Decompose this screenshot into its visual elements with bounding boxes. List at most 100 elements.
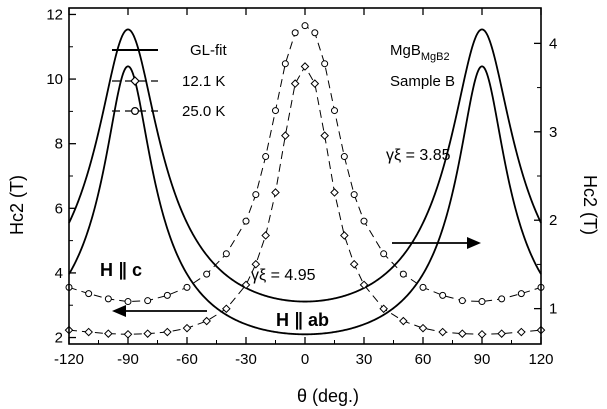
- arrow-left: [112, 305, 207, 317]
- legend: GL-fit 12.1 K 25.0 K: [112, 42, 228, 120]
- data-point-25k: [301, 22, 309, 30]
- data-point-12k: [418, 323, 428, 333]
- legend-marker-diamond: [130, 76, 140, 86]
- gamma-annotation-upper: γξ = 3.85: [386, 147, 451, 164]
- x-axis-label: θ (deg.): [297, 386, 359, 406]
- y-tick-label-left: 8: [55, 136, 63, 153]
- glfit-curve-2: [68, 28, 542, 303]
- data-point-12k: [340, 231, 349, 240]
- data-point-12k: [104, 329, 113, 338]
- x-tick-label: 60: [415, 351, 432, 368]
- data-point-25k: [360, 217, 368, 225]
- arrow-right: [392, 237, 481, 249]
- data-point-25k: [331, 107, 338, 115]
- data-point-25k: [291, 29, 299, 37]
- data-point-12k: [251, 259, 261, 269]
- data-point-25k: [124, 298, 132, 306]
- data-point-25k: [163, 291, 171, 299]
- data-point-12k: [182, 323, 192, 333]
- y-axis-label-left: Hc2 (T): [7, 175, 27, 235]
- data-point-12k: [241, 280, 251, 290]
- data-point-25k: [380, 250, 388, 258]
- data-point-25k: [104, 295, 112, 303]
- data-point-25k: [498, 295, 506, 303]
- y-tick-label-right: 3: [549, 124, 557, 141]
- data-point-12k: [300, 62, 310, 71]
- data-point-25k: [203, 270, 211, 278]
- data-point-25k: [85, 290, 93, 298]
- x-tick-label: -60: [176, 351, 198, 368]
- plot-frame: [68, 7, 542, 345]
- data-point-12k: [310, 79, 320, 88]
- y-tick-label-left: 6: [55, 200, 63, 217]
- x-tick-label: 30: [356, 351, 373, 368]
- legend-marker-circle: [131, 106, 140, 115]
- data-point-12k: [458, 329, 467, 338]
- data-point-12k: [163, 327, 172, 337]
- data-point-25k: [321, 60, 329, 68]
- data-point-12k: [222, 304, 231, 314]
- data-point-12k: [330, 188, 339, 197]
- label-h-parallel-c: H ∥ c: [100, 260, 142, 280]
- curves-layer: [68, 25, 542, 336]
- gamma-annotation-lower: γξ = 4.95: [251, 267, 316, 284]
- data-point-25k: [272, 107, 279, 115]
- data-point-25k: [340, 153, 348, 161]
- data-point-12k: [271, 188, 280, 197]
- x-tick-label: 120: [528, 351, 553, 368]
- data-point-12k: [84, 327, 93, 337]
- label-h-parallel-ab: H ∥ ab: [276, 310, 329, 330]
- glfit-curve-1: [68, 65, 542, 336]
- data-point-12k: [359, 280, 369, 290]
- data-point-12k: [281, 131, 290, 140]
- data-point-25k: [183, 283, 191, 291]
- data-point-12k: [379, 304, 388, 314]
- data-point-12k: [438, 327, 447, 337]
- data-point-12k: [202, 316, 211, 326]
- markers-layer: [64, 22, 546, 339]
- data-point-25k: [517, 290, 525, 298]
- data-point-25k: [311, 29, 319, 37]
- data-point-25k: [262, 153, 270, 161]
- legend-label-12k: 12.1 K: [182, 73, 225, 90]
- data-point-25k: [439, 291, 447, 299]
- y-axis-label-right: Hc2 (T): [580, 175, 600, 235]
- data-point-12k: [320, 131, 329, 140]
- y-tick-label-left: 10: [46, 71, 63, 88]
- y-tick-label-left: 4: [55, 265, 63, 282]
- y-tick-label-right: 4: [549, 35, 557, 52]
- y-tick-label-right: 2: [549, 212, 557, 229]
- data-point-12k: [290, 79, 300, 88]
- data-point-12k: [349, 259, 359, 269]
- data-point-12k: [143, 329, 152, 338]
- data-point-25k: [252, 191, 260, 199]
- sample-label-mgb2: MgBMgB2: [390, 42, 450, 63]
- x-tick-label: -120: [54, 351, 84, 368]
- data-point-12k: [123, 330, 133, 339]
- data-point-12k: [399, 316, 408, 326]
- x-tick-label: 0: [301, 351, 309, 368]
- data-point-25k: [478, 298, 486, 306]
- data-point-25k: [350, 191, 358, 199]
- x-tick-label: 90: [474, 351, 491, 368]
- data-point-12k: [497, 329, 506, 338]
- data-point-25k: [281, 60, 289, 68]
- data-point-25k: [458, 297, 466, 305]
- y-tick-label-right: 1: [549, 301, 557, 318]
- data-point-25k: [144, 297, 152, 305]
- sample-label-b: Sample B: [390, 73, 455, 90]
- x-tick-label: -30: [235, 351, 257, 368]
- x-tick-label: -90: [117, 351, 139, 368]
- data-point-12k: [517, 327, 526, 337]
- data-point-25k: [419, 283, 427, 291]
- data-point-12k: [477, 330, 487, 339]
- data-point-25k: [399, 270, 407, 278]
- legend-label-glfit: GL-fit: [190, 42, 228, 59]
- y-tick-label-left: 2: [55, 330, 63, 347]
- data-point-25k: [242, 217, 250, 225]
- data-point-12k: [261, 231, 270, 240]
- data-point-25k: [222, 250, 230, 258]
- y-tick-label-left: 12: [46, 6, 63, 23]
